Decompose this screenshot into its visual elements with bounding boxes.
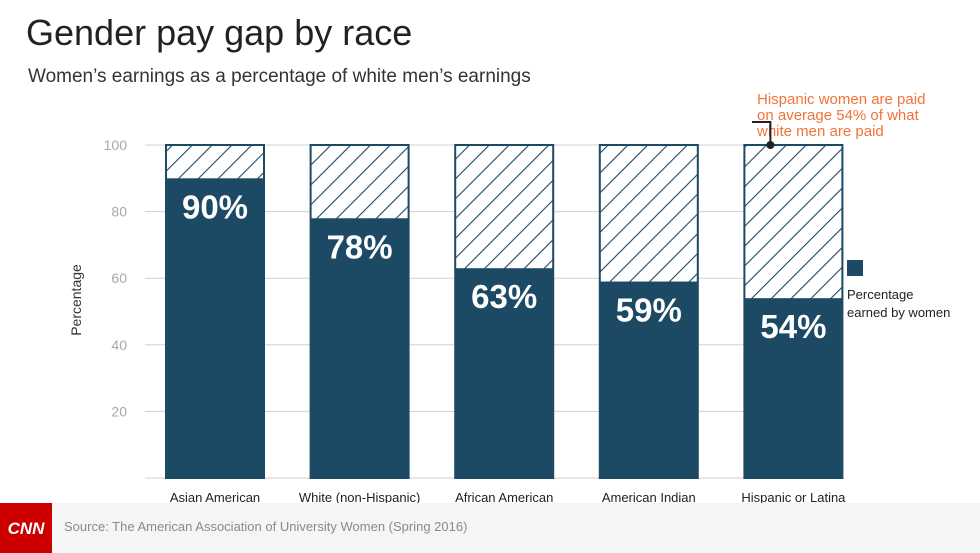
bar xyxy=(744,298,843,478)
data-label: 78% xyxy=(327,228,393,265)
data-label: 54% xyxy=(760,308,826,345)
cnn-logo-text: CNN xyxy=(8,519,46,538)
legend-swatch xyxy=(847,260,863,276)
bar xyxy=(455,268,554,478)
footer-bar xyxy=(0,503,980,553)
y-tick-label: 80 xyxy=(111,204,127,220)
annotation-leader xyxy=(752,121,772,145)
bars: 90% 78% 63% 59% 54% xyxy=(165,144,844,479)
chart-title: Gender pay gap by race xyxy=(26,12,412,53)
cnn-logo-bg xyxy=(0,503,52,553)
chart-subtitle: Women’s earnings as a percentage of whit… xyxy=(28,66,531,87)
x-tick-label: Asian American xyxy=(170,490,260,505)
bar xyxy=(166,178,264,479)
y-axis-ticks: 20 40 60 80 100 xyxy=(104,137,128,419)
y-tick-label: 20 xyxy=(111,403,127,419)
y-tick-label: 40 xyxy=(111,337,127,353)
legend-label: Percentage earned by women xyxy=(847,287,950,320)
y-tick-label: 60 xyxy=(111,270,127,286)
source-note: Source: The American Association of Univ… xyxy=(64,519,467,534)
annotation: Hispanic women are paid on average 54% of… xyxy=(752,91,925,149)
bar xyxy=(310,218,409,478)
data-label: 63% xyxy=(471,278,537,315)
cnn-logo: CNN xyxy=(0,503,52,553)
x-tick-label: African American xyxy=(455,490,553,505)
annotation-dot xyxy=(766,141,775,149)
data-label: 90% xyxy=(182,188,248,225)
y-tick-label: 100 xyxy=(104,137,128,153)
bar xyxy=(599,281,698,478)
data-label: 59% xyxy=(616,292,682,329)
legend: Percentage earned by women xyxy=(847,260,950,320)
y-axis-label: Percentage xyxy=(68,264,84,336)
x-tick-label: Hispanic or Latina xyxy=(741,490,846,505)
x-tick-label: White (non-Hispanic) xyxy=(299,490,420,505)
annotation-text: Hispanic women are paid on average 54% of… xyxy=(756,91,925,140)
